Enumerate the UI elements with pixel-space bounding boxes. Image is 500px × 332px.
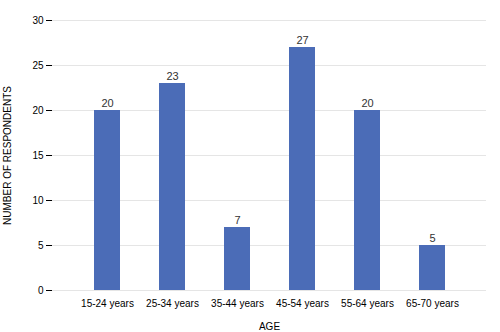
svg-text:NUMBER OF RESPONDENTS: NUMBER OF RESPONDENTS <box>2 86 13 225</box>
svg-text:15-24 years: 15-24 years <box>81 298 134 309</box>
svg-text:20: 20 <box>32 105 44 116</box>
svg-text:7: 7 <box>234 214 240 226</box>
svg-text:25: 25 <box>32 60 44 71</box>
svg-text:5: 5 <box>38 240 44 251</box>
svg-text:10: 10 <box>32 195 44 206</box>
svg-text:25-34 years: 25-34 years <box>146 298 199 309</box>
svg-text:65-70 years: 65-70 years <box>406 298 459 309</box>
svg-text:20: 20 <box>101 97 113 109</box>
svg-text:55-64 years: 55-64 years <box>341 298 394 309</box>
svg-text:30: 30 <box>32 15 44 26</box>
svg-text:5: 5 <box>429 232 435 244</box>
svg-text:27: 27 <box>296 34 308 46</box>
svg-text:20: 20 <box>361 97 373 109</box>
svg-text:45-54 years: 45-54 years <box>276 298 329 309</box>
svg-text:23: 23 <box>166 70 178 82</box>
svg-text:AGE: AGE <box>259 321 280 332</box>
svg-text:15: 15 <box>32 150 44 161</box>
svg-text:35-44 years: 35-44 years <box>211 298 264 309</box>
svg-text:0: 0 <box>38 285 44 296</box>
